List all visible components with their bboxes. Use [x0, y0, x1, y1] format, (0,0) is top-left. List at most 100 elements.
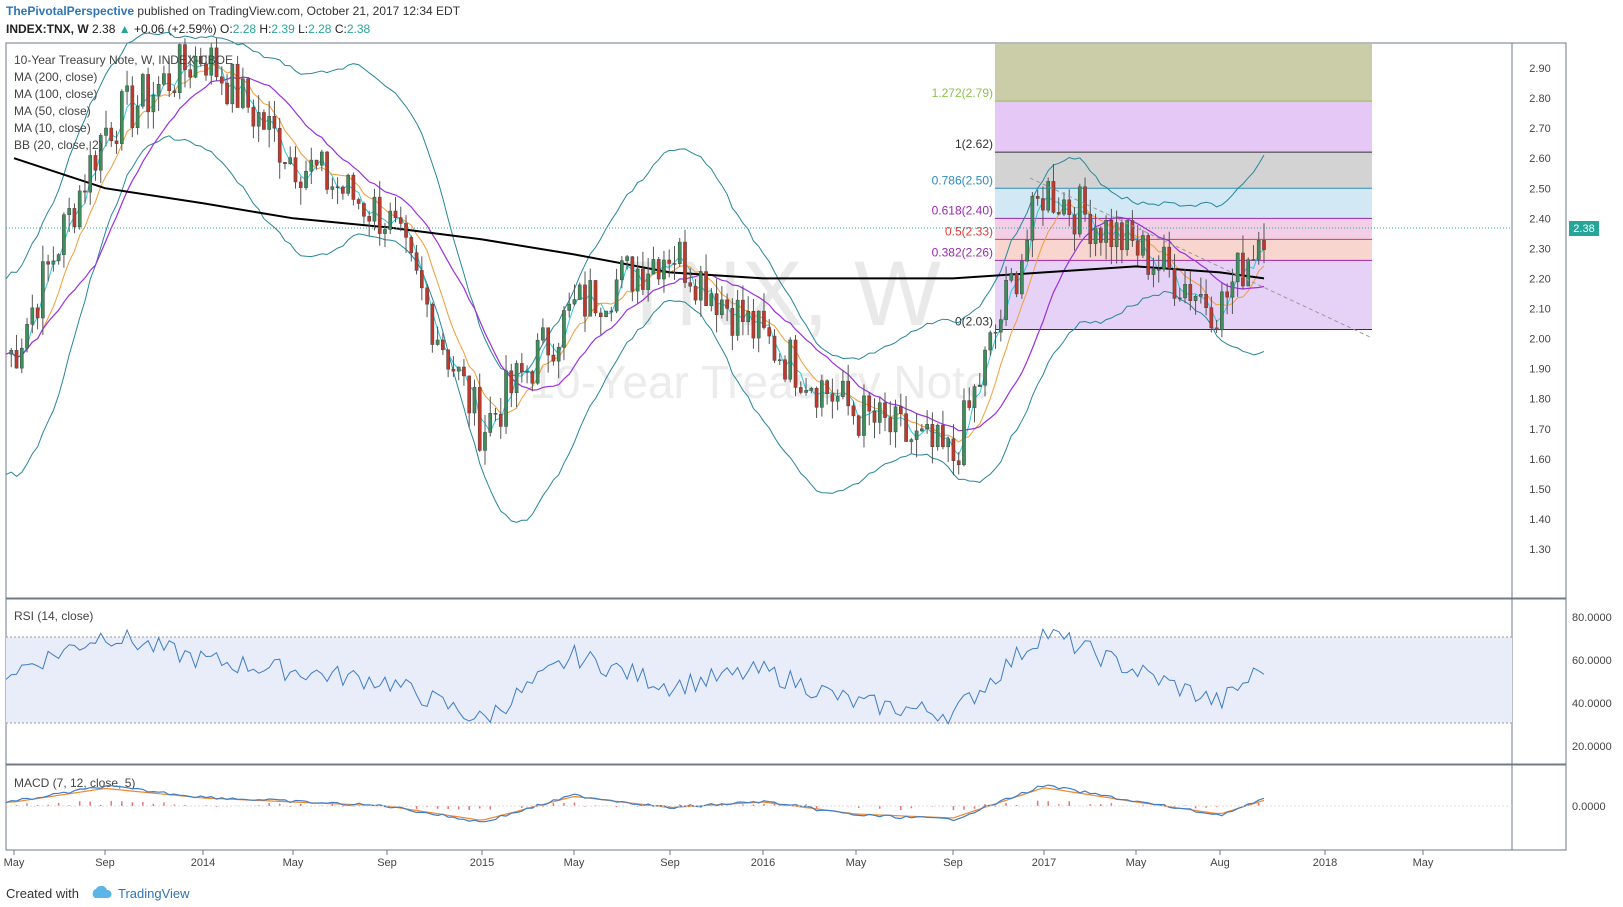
candle-body	[646, 273, 650, 290]
fib-level-label: 0.382(2.26)	[932, 245, 993, 259]
candle-body	[914, 430, 919, 440]
time-tick-label: Aug	[1210, 857, 1230, 869]
candle-body	[541, 327, 545, 341]
candle-body	[1162, 246, 1166, 270]
fib-zone-1272	[995, 101, 1372, 153]
candle-body	[135, 105, 140, 128]
macd-main-line	[5, 784, 1265, 823]
fib-level-label: 0(2.03)	[955, 315, 993, 329]
time-tick-label: 2017	[1032, 857, 1056, 869]
tradingview-cloud-icon	[92, 885, 112, 898]
candle-body	[467, 375, 472, 414]
candle-body	[625, 256, 629, 261]
macd-zero-tick: 0.0000	[1572, 801, 1606, 813]
publish-line: ThePivotalPerspective published on Tradi…	[6, 4, 460, 18]
legend-ma50: MA (50, close)	[14, 104, 91, 118]
candle-body	[851, 405, 856, 417]
candle-body	[1056, 212, 1061, 215]
candle-body	[1083, 186, 1087, 215]
candle-body	[335, 186, 340, 188]
candle-body	[1230, 281, 1235, 298]
candle-body	[498, 414, 503, 427]
time-tick-label: 2014	[191, 857, 215, 869]
candle-body	[941, 424, 945, 448]
fib-zone-top	[995, 43, 1372, 102]
price-tick-label: 1.50	[1529, 484, 1550, 496]
fib-retracement[interactable]: 1.272(2.79) 1(2.62) 0.786(2.50) 0.618(2.40)…	[932, 43, 1372, 331]
candle-body	[830, 393, 835, 402]
candle-body	[1141, 235, 1145, 256]
last-price: 2.38	[92, 22, 116, 36]
high-value: 2.39	[271, 22, 295, 36]
footer: Created with TradingView	[0, 878, 1623, 907]
legend: 10-Year Treasury Note, W, INDEX-CBOE MA …	[14, 53, 233, 152]
candle-body	[1072, 214, 1077, 235]
candle-body	[1130, 220, 1135, 241]
fib-zone-786	[995, 188, 1372, 219]
price-tick-label: 1.70	[1529, 424, 1550, 436]
candle-body	[1067, 199, 1072, 216]
watermark-symbol: TNX, W	[619, 243, 941, 345]
candle-body	[356, 199, 361, 204]
time-tick-label: May	[846, 857, 867, 869]
price-tick-label: 2.80	[1529, 93, 1550, 105]
fib-level-label: 1.272(2.79)	[932, 86, 993, 100]
candle-body	[704, 271, 708, 306]
candle-body	[188, 69, 193, 78]
tradingview-brand-link[interactable]: TradingView	[118, 886, 190, 901]
rsi-tick-label: 60.0000	[1572, 655, 1612, 667]
candle-body	[567, 303, 572, 311]
candle-body	[35, 307, 40, 319]
macd-pane[interactable]	[5, 764, 1567, 851]
candle-body	[77, 190, 82, 228]
close-value: 2.38	[346, 22, 371, 36]
candle-body	[430, 303, 435, 345]
candle-body	[325, 151, 329, 190]
open-value: 2.28	[232, 22, 257, 36]
candle-body	[346, 174, 350, 194]
candle-body	[262, 112, 266, 130]
candle-body	[198, 55, 203, 65]
candle-body	[562, 310, 566, 348]
candle-body	[793, 339, 798, 388]
candle-body	[341, 186, 345, 194]
header-bar: ThePivotalPerspective published on Tradi…	[0, 0, 1623, 40]
candle-body	[930, 424, 935, 448]
time-tick-label: May	[1413, 857, 1434, 869]
candle-body	[804, 390, 808, 393]
candle-body	[1172, 268, 1177, 299]
candle-body	[1030, 195, 1035, 241]
price-tick-label: 2.00	[1529, 334, 1550, 346]
current-price-label: 2.38	[1573, 223, 1594, 235]
created-with-text: Created with	[6, 886, 79, 901]
candle-body	[393, 210, 398, 219]
candle-body	[762, 310, 766, 328]
candle-body	[820, 380, 824, 408]
candle-body	[288, 157, 293, 164]
candle-body	[1099, 227, 1103, 243]
candle-body	[451, 368, 456, 372]
low-value: 2.28	[308, 22, 332, 36]
candle-body	[1077, 186, 1082, 235]
candle-body	[898, 406, 903, 414]
candle-body	[441, 339, 445, 351]
ma100-line	[5, 76, 1265, 432]
candle-body	[993, 331, 998, 334]
candle-body	[119, 91, 124, 144]
candle-body	[798, 387, 803, 393]
rsi-label: RSI (14, close)	[14, 609, 93, 623]
candle-body	[319, 151, 324, 166]
candle-body	[920, 428, 924, 432]
candle-body	[877, 402, 882, 423]
author-link[interactable]: ThePivotalPerspective	[6, 4, 135, 18]
candle-body	[841, 380, 845, 397]
candle-body	[688, 282, 693, 287]
time-tick-label: May	[1126, 857, 1147, 869]
candle-body	[1020, 260, 1024, 295]
time-tick-label: May	[283, 857, 304, 869]
candle-body	[609, 310, 614, 313]
candle-body	[598, 312, 603, 318]
candle-body	[1125, 220, 1129, 250]
candle-body	[1120, 222, 1124, 250]
